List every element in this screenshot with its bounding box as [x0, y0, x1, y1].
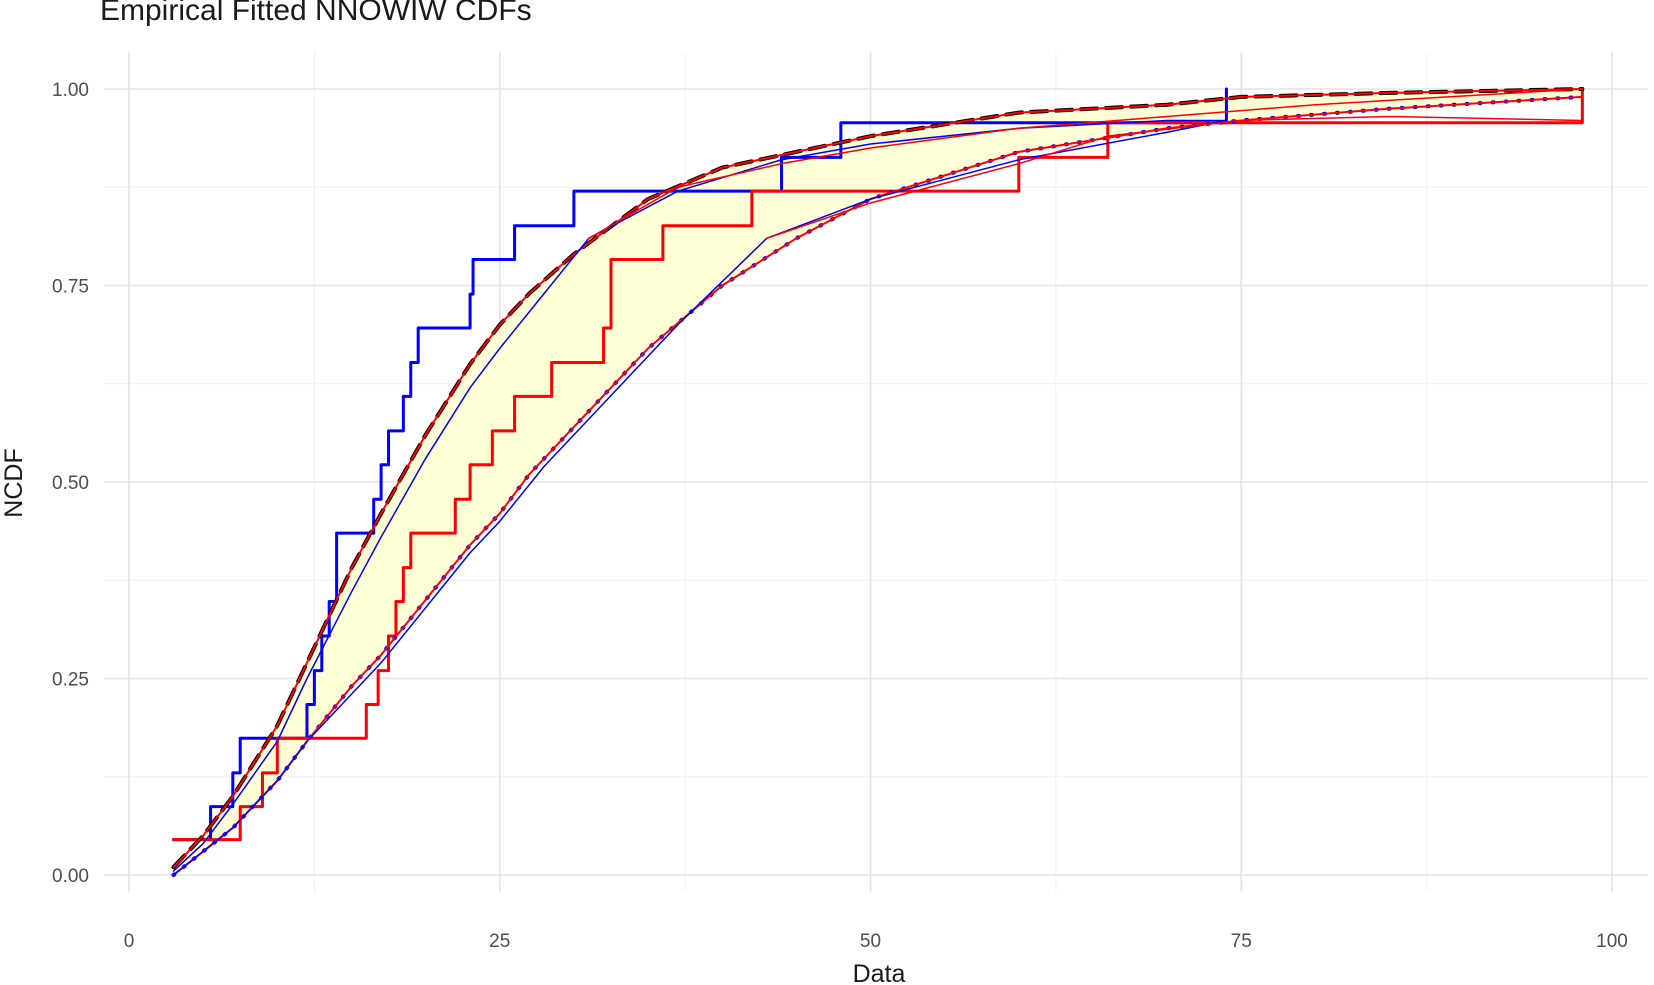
- minor-gridlines: [104, 52, 1648, 892]
- cdf-curve-4: [171, 94, 1585, 877]
- y-tick-label: 1.00: [52, 80, 89, 101]
- x-tick-label: 75: [1231, 931, 1252, 952]
- chart-title: Empirical Fitted NNOWIW CDFs: [100, 0, 532, 27]
- cdf-curve-9: [765, 115, 1584, 240]
- y-axis-title: NCDF: [0, 448, 28, 517]
- confidence-band: [173, 89, 1583, 875]
- y-tick-label: 0.00: [52, 866, 89, 887]
- y-tick-label: 0.50: [52, 473, 89, 494]
- x-axis-title: Data: [853, 960, 906, 985]
- cdf-curve-8: [587, 88, 1584, 240]
- cdf-curve-2: [171, 87, 1585, 870]
- x-tick-label: 25: [489, 931, 510, 952]
- x-tick-labels: 0 25 50 75 100: [124, 931, 1628, 952]
- band-area: [173, 89, 1583, 875]
- ecdf-step-1: [171, 87, 1584, 842]
- y-tick-labels: 0.00 0.25 0.50 0.75 1.00: [52, 80, 89, 887]
- x-tick-label: 100: [1596, 931, 1628, 952]
- cdf-curve-7: [172, 119, 1228, 876]
- series-layer: [171, 87, 1585, 877]
- x-tick-label: 0: [124, 931, 135, 952]
- cdf-curve-3: [172, 88, 1584, 869]
- y-tick-label: 0.25: [52, 670, 89, 691]
- x-tick-label: 50: [860, 931, 881, 952]
- y-tick-label: 0.75: [52, 277, 89, 298]
- cdf-curve-6: [172, 119, 1228, 872]
- cdf-curve-5: [172, 95, 1584, 876]
